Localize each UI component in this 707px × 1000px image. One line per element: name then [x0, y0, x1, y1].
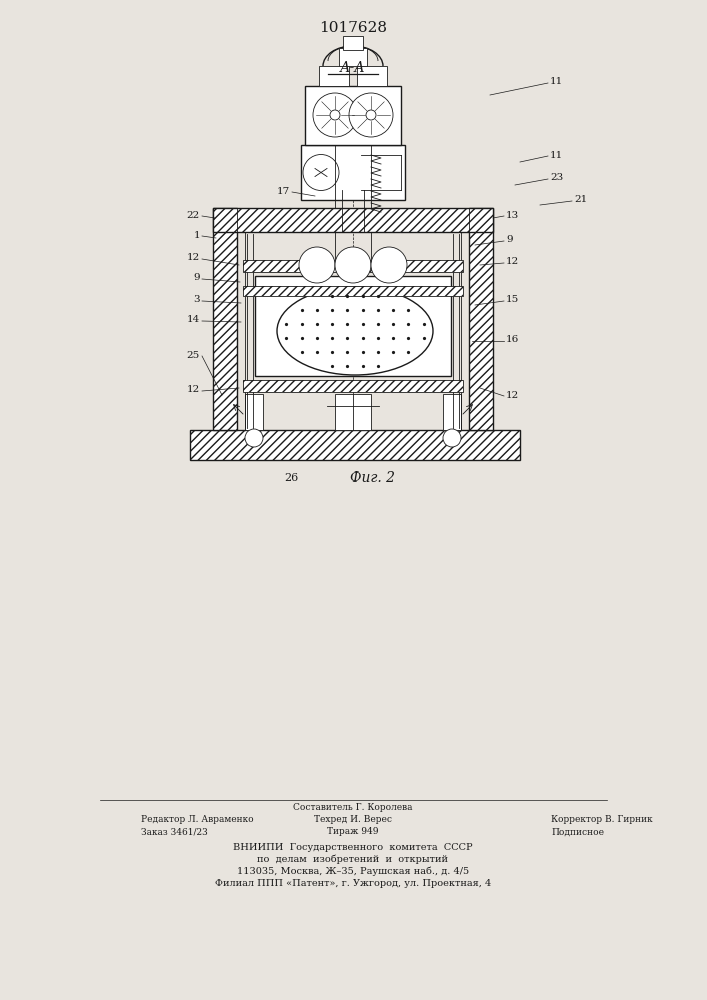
Text: 16: 16 — [506, 336, 519, 344]
Bar — [335, 394, 371, 430]
Text: ВНИИПИ  Государственного  комитета  СССР: ВНИИПИ Государственного комитета СССР — [233, 842, 473, 852]
Bar — [343, 36, 363, 50]
Bar — [305, 86, 401, 145]
Text: 17: 17 — [276, 188, 290, 196]
Text: 1: 1 — [194, 231, 200, 239]
Circle shape — [371, 247, 407, 283]
Bar — [255, 276, 451, 376]
Text: 13: 13 — [506, 211, 519, 220]
Circle shape — [330, 110, 340, 120]
Circle shape — [245, 429, 263, 447]
Text: 21: 21 — [574, 196, 588, 205]
Text: 23: 23 — [550, 174, 563, 182]
Bar — [243, 260, 463, 272]
Ellipse shape — [277, 287, 433, 375]
Bar — [213, 208, 493, 232]
Bar — [357, 66, 387, 86]
Bar — [213, 208, 237, 430]
Text: 26: 26 — [284, 473, 298, 483]
Bar — [301, 145, 405, 200]
Bar — [190, 430, 520, 460]
Text: 11: 11 — [550, 150, 563, 159]
Bar — [213, 208, 493, 232]
Text: 11: 11 — [550, 78, 563, 87]
Text: 12: 12 — [187, 253, 200, 262]
Text: Подписное: Подписное — [551, 828, 604, 836]
Bar — [245, 394, 263, 430]
Text: Филиал ППП «Патент», г. Ужгород, ул. Проектная, 4: Филиал ППП «Патент», г. Ужгород, ул. Про… — [215, 879, 491, 888]
Text: 12: 12 — [506, 257, 519, 266]
Text: 14: 14 — [187, 316, 200, 324]
Text: 12: 12 — [187, 385, 200, 394]
Text: 113035, Москва, Ж–35, Раушская наб., д. 4/5: 113035, Москва, Ж–35, Раушская наб., д. … — [237, 866, 469, 876]
Bar — [243, 286, 463, 296]
Text: А-А: А-А — [340, 61, 366, 75]
Text: Техред И. Верес: Техред И. Верес — [314, 816, 392, 824]
Text: 25: 25 — [187, 351, 200, 360]
Text: 1017628: 1017628 — [319, 21, 387, 35]
Text: 12: 12 — [506, 390, 519, 399]
Text: Корректор В. Гирник: Корректор В. Гирник — [551, 816, 653, 824]
Text: 22: 22 — [187, 211, 200, 220]
Bar — [469, 208, 493, 430]
Bar — [243, 380, 463, 392]
Circle shape — [313, 93, 357, 137]
Bar — [243, 286, 463, 296]
Text: Редактор Л. Авраменко: Редактор Л. Авраменко — [141, 816, 254, 824]
Text: 3: 3 — [194, 296, 200, 304]
Text: 9: 9 — [194, 273, 200, 282]
Bar — [339, 48, 367, 66]
Bar — [243, 380, 463, 392]
Circle shape — [366, 110, 376, 120]
Text: Тираж 949: Тираж 949 — [327, 828, 379, 836]
Text: по  делам  изобретений  и  открытий: по делам изобретений и открытий — [257, 854, 448, 864]
Bar — [319, 66, 349, 86]
Text: 15: 15 — [506, 296, 519, 304]
Circle shape — [443, 429, 461, 447]
Bar — [190, 430, 520, 460]
Text: Заказ 3461/23: Заказ 3461/23 — [141, 828, 208, 836]
Text: Составитель Г. Королева: Составитель Г. Королева — [293, 804, 413, 812]
Text: Фиг. 2: Фиг. 2 — [351, 471, 395, 485]
Bar — [469, 208, 493, 430]
Text: 9: 9 — [506, 235, 513, 244]
Circle shape — [335, 247, 371, 283]
Bar — [213, 208, 237, 430]
Bar — [243, 260, 463, 272]
Circle shape — [303, 154, 339, 190]
Circle shape — [349, 93, 393, 137]
Bar — [443, 394, 461, 430]
Circle shape — [299, 247, 335, 283]
